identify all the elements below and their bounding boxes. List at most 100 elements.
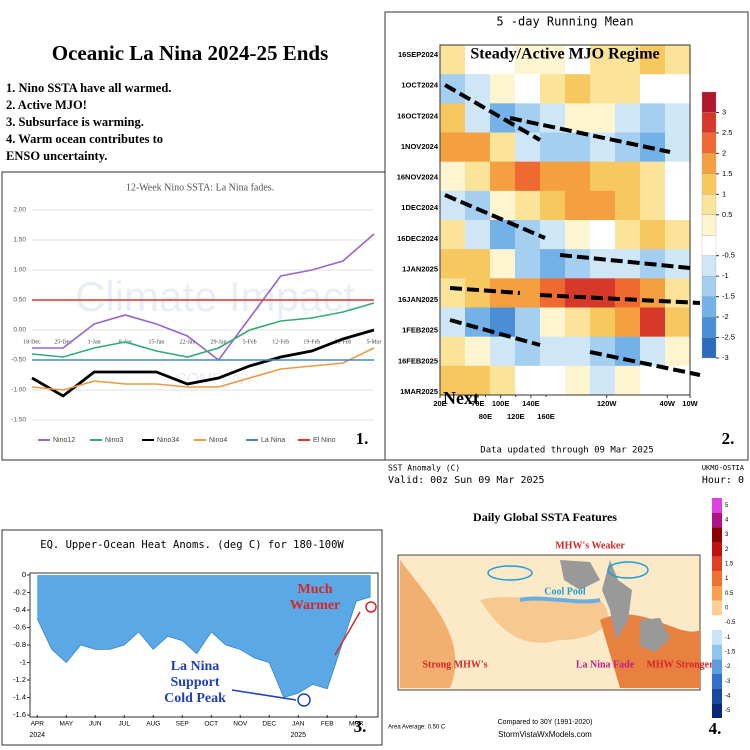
heat-cell: [515, 220, 541, 250]
heat-cell: [640, 220, 666, 250]
heat-cell: [540, 190, 566, 221]
legend-label: El Nino: [313, 437, 336, 444]
series-line: [31, 328, 375, 398]
colorbar-label: -3: [722, 353, 729, 362]
y-tick-label: 2.00: [13, 207, 26, 214]
mjo-arrow: [589, 350, 701, 377]
colorbar-swatch: [712, 542, 722, 557]
colorbar-swatch: [712, 600, 722, 616]
heat-cell: [665, 220, 691, 250]
annotation: Cold Peak: [164, 691, 226, 706]
heat-cell: [615, 365, 641, 396]
heat-cell: [465, 365, 491, 396]
heat-cell: [665, 45, 691, 75]
x-tick-label: JAN: [292, 721, 305, 728]
chart-subtitle: Steady/Active MJO Regime: [470, 46, 659, 63]
heat-cell: [615, 278, 641, 308]
colorbar-label: -2: [725, 664, 731, 670]
heat-cell: [440, 190, 466, 221]
heat-cell: [565, 365, 591, 396]
heat-cell: [465, 220, 491, 250]
panel-label: 1.: [356, 429, 369, 448]
bullet-point: 2. Active MJO!: [6, 98, 87, 112]
y-tick-label: 1JAN2025: [402, 264, 438, 273]
annotation: Much: [298, 582, 333, 597]
colorbar-swatch: [712, 527, 722, 542]
colorbar-swatch: [701, 112, 717, 134]
x-tick-label: 10W: [682, 399, 698, 408]
mjo-arrow: [509, 116, 671, 154]
y-tick-label: -1.00: [11, 387, 26, 394]
heat-cell: [565, 190, 591, 221]
y-tick-label: -1.50: [11, 417, 26, 424]
colorbar-swatch: [701, 214, 717, 236]
heat-cell: [440, 161, 466, 192]
map-header: UKMO-OSTIA: [702, 464, 745, 472]
colorbar-label: 0: [725, 606, 729, 612]
colorbar-label: -4: [725, 694, 731, 700]
colorbar-swatch: [701, 255, 717, 277]
series-line: [32, 233, 375, 362]
y-tick-label: -1.2: [13, 675, 26, 684]
x-tick-label: SEP: [176, 721, 189, 728]
heat-cell: [515, 45, 541, 75]
y-tick-label: -1.6: [13, 710, 26, 719]
x-tick-label: MAY: [59, 721, 73, 728]
colorbar-swatch: [701, 276, 717, 297]
x-tick-label: 15-Jan: [148, 339, 164, 345]
page-title: Oceanic La Nina 2024-25 Ends: [52, 41, 329, 65]
heat-cell: [465, 132, 491, 163]
y-tick-label: -0.6: [13, 622, 26, 631]
heat-cell: [615, 132, 641, 163]
heat-cell: [615, 45, 641, 75]
colorbar-label: -1.5: [722, 292, 735, 301]
heat-cell: [540, 336, 566, 367]
y-tick-label: -0.8: [13, 640, 26, 649]
heat-cell: [490, 249, 516, 279]
mjo-arrow: [539, 293, 701, 305]
heat-cell: [565, 132, 591, 163]
mjo-arrow: [449, 318, 541, 347]
colorbar-swatch: [712, 674, 722, 689]
x-tick-label: AUG: [146, 721, 160, 728]
map-annotation: MHW Stronger: [646, 659, 714, 670]
heat-cell: [515, 161, 541, 192]
heat-cell: [640, 74, 666, 104]
panel-label: 3.: [354, 717, 367, 736]
y-tick-label: 1.00: [13, 267, 26, 274]
colorbar-label: 2.5: [722, 128, 732, 137]
mjo-arrow: [444, 193, 546, 240]
heat-cell: [440, 278, 466, 308]
map-footer: Area Average: 0.50 C: [388, 725, 446, 731]
heat-cell: [590, 45, 616, 75]
y-tick-label: 0.00: [13, 327, 26, 334]
map-footer: StormVistaWxModels.com: [498, 730, 592, 739]
legend-label: Nino34: [157, 437, 179, 444]
heat-cell: [465, 307, 491, 338]
heat-cell: [440, 45, 466, 75]
x-tick-label: 120W: [597, 399, 618, 408]
heat-cell: [465, 45, 491, 75]
heat-cell: [665, 307, 691, 338]
heat-cell: [565, 45, 591, 75]
x-tick-label: JUL: [118, 721, 130, 728]
map-header: SST Anomaly (C): [388, 464, 460, 473]
heat-cell: [540, 74, 566, 104]
heat-cell: [540, 278, 566, 308]
heat-cell: [565, 220, 591, 250]
heat-cell: [440, 365, 466, 396]
map-annotation: MHW's Weaker: [555, 540, 625, 551]
heat-cell: [665, 161, 691, 192]
colorbar-label: -1: [725, 635, 731, 641]
colorbar-swatch: [701, 337, 717, 359]
heat-cell: [515, 74, 541, 104]
chart-title: 5 -day Running Mean: [496, 15, 633, 29]
heat-cell: [590, 220, 616, 250]
heat-cell: [665, 74, 691, 104]
highlight: [297, 693, 311, 707]
heat-cell: [590, 161, 616, 192]
heat-cell: [590, 103, 616, 133]
heat-cell: [490, 161, 516, 192]
colorbar-label: 4: [725, 518, 729, 524]
